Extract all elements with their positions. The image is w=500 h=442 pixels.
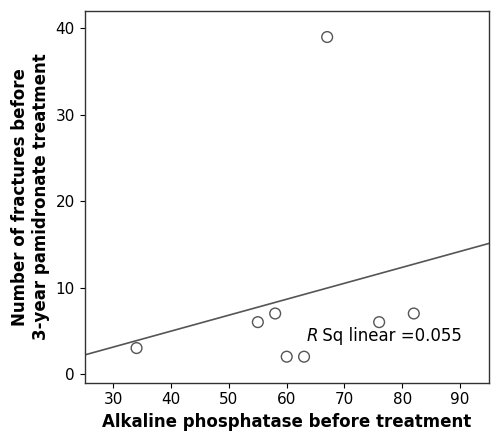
X-axis label: Alkaline phosphatase before treatment: Alkaline phosphatase before treatment [102,413,472,431]
Point [300,353,308,360]
Point [375,319,383,326]
Y-axis label: Number of fractures before
3-year pamidronate treatment: Number of fractures before 3-year pamidr… [11,53,50,340]
Point [323,34,331,41]
Text: R: R [307,328,318,346]
Point [282,353,290,360]
Point [271,310,279,317]
Point [132,344,140,351]
Text: Sq linear =0.055: Sq linear =0.055 [318,328,462,346]
Point [410,310,418,317]
Point [254,319,262,326]
